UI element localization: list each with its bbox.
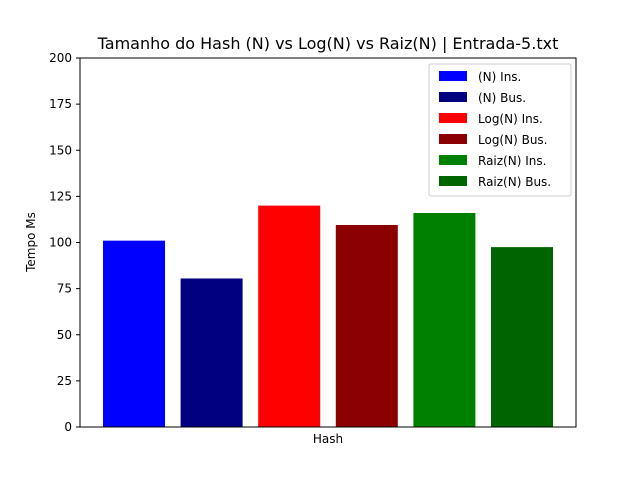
legend-label-5: Raiz(N) Ins. <box>478 154 546 168</box>
legend: (N) Ins. (N) Bus. Log(N) Ins. Log(N) Bus. Ra… <box>428 63 572 197</box>
y-tick-label: 200 <box>49 51 72 65</box>
y-tick-label: 0 <box>64 420 72 434</box>
bar-6 <box>491 247 553 427</box>
legend-label-2: (N) Bus. <box>478 91 526 105</box>
legend-label-4: Log(N) Bus. <box>478 133 548 147</box>
legend-swatch-4 <box>439 134 467 144</box>
legend-swatch-3 <box>439 113 467 123</box>
legend-swatch-6 <box>439 176 467 186</box>
chart-title: Tamanho do Hash (N) vs Log(N) vs Raiz(N)… <box>97 34 559 53</box>
y-tick-label: 150 <box>49 143 72 157</box>
y-tick-label: 100 <box>49 236 72 250</box>
y-tick-label: 75 <box>57 282 72 296</box>
legend-label-1: (N) Ins. <box>478 70 521 84</box>
y-tick-label: 125 <box>49 189 72 203</box>
bar-2 <box>180 278 243 427</box>
y-tick-label: 175 <box>49 97 72 111</box>
bar-3 <box>258 205 321 427</box>
legend-swatch-1 <box>439 71 467 81</box>
legend-label-6: Raiz(N) Bus. <box>478 175 551 189</box>
legend-swatch-2 <box>439 92 467 102</box>
y-axis-label: Tempo Ms <box>24 212 38 273</box>
x-axis-label: Hash <box>313 432 343 446</box>
y-tick-label: 25 <box>57 374 72 388</box>
y-axis: 0 25 50 75 100 125 150 175 200 <box>49 51 80 434</box>
bars-group <box>103 205 553 427</box>
bar-1 <box>103 240 165 427</box>
legend-swatch-5 <box>439 155 467 165</box>
bar-5 <box>413 212 476 427</box>
y-tick-label: 50 <box>57 328 72 342</box>
bar-4 <box>335 224 398 427</box>
legend-label-3: Log(N) Ins. <box>478 112 543 126</box>
